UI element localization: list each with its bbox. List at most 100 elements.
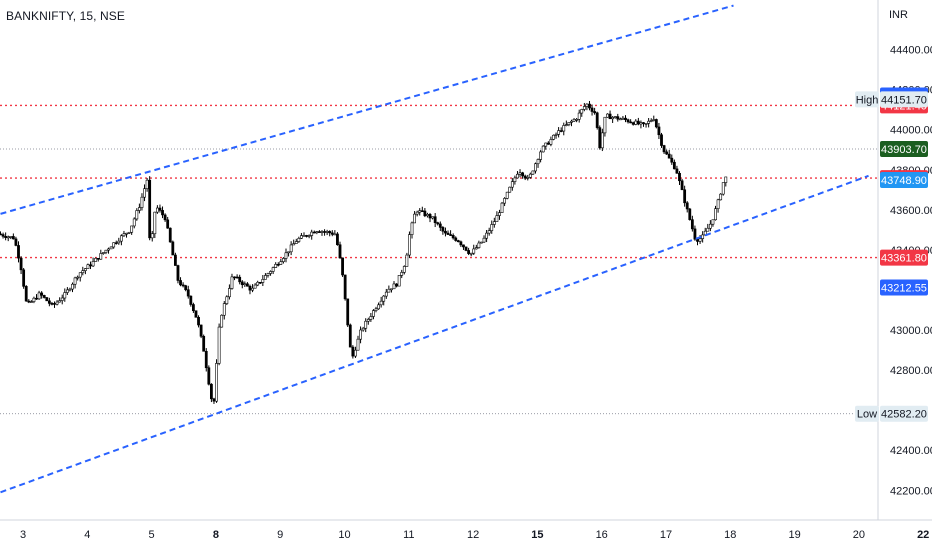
price-tag xyxy=(880,91,928,108)
candle-body xyxy=(559,130,563,132)
candle-body xyxy=(114,242,118,245)
candle-body xyxy=(302,235,306,237)
candle-series xyxy=(0,100,728,404)
candle-body xyxy=(163,214,167,221)
candle-body xyxy=(557,130,561,135)
candle-body xyxy=(68,288,72,291)
candle-body xyxy=(45,297,49,302)
candle-body xyxy=(516,173,519,179)
price-tag-text: 43748.90 xyxy=(881,175,927,187)
time-tick-label: 15 xyxy=(531,529,543,541)
candle-body xyxy=(590,107,594,112)
candle-body xyxy=(426,214,429,217)
candle-body xyxy=(541,145,545,153)
price-axis[interactable]: 44400.0044200.0044000.0043800.0043600.00… xyxy=(877,0,932,520)
candle-body xyxy=(415,211,419,215)
candle-body xyxy=(438,223,442,228)
candle-body xyxy=(233,276,236,279)
time-tick-label: 22 xyxy=(917,529,929,541)
candle-body xyxy=(207,367,211,385)
low-label: Low xyxy=(857,409,877,421)
candle-body xyxy=(212,398,216,402)
time-tick-label: 4 xyxy=(84,529,90,541)
candle-body xyxy=(55,301,59,305)
price-tick-label: 42800.00 xyxy=(890,365,932,377)
candle-body xyxy=(505,191,509,199)
candle-body xyxy=(595,112,599,128)
candle-body xyxy=(364,320,368,329)
candle-body xyxy=(546,142,550,145)
candle-body xyxy=(467,250,470,254)
time-tick-label: 11 xyxy=(403,529,414,541)
channel-lower-line[interactable] xyxy=(0,174,869,494)
candle-body xyxy=(125,232,128,235)
candle-body xyxy=(9,236,13,238)
candle-body xyxy=(78,272,82,278)
candle-body xyxy=(94,257,98,262)
candle-body xyxy=(480,241,483,244)
candle-body xyxy=(397,275,401,287)
candle-body xyxy=(436,222,440,225)
price-tick-label: 43600.00 xyxy=(890,205,932,217)
candle-body xyxy=(366,319,370,322)
time-tick-label: 19 xyxy=(788,529,800,541)
candle-body xyxy=(330,232,334,235)
candle-body xyxy=(47,300,51,304)
candle-body xyxy=(384,291,388,297)
candle-body xyxy=(544,142,548,147)
candle-body xyxy=(173,254,177,266)
candle-body xyxy=(672,161,676,170)
candle-body xyxy=(449,234,452,236)
candle-body xyxy=(531,170,535,175)
level-price-tag xyxy=(880,405,928,422)
candle-body xyxy=(117,240,121,244)
candle-body xyxy=(127,231,131,234)
candle-body xyxy=(685,202,689,210)
candle-body xyxy=(248,285,252,291)
candle-body xyxy=(616,116,620,120)
time-tick-label: 17 xyxy=(660,529,672,541)
candle-body xyxy=(711,219,715,225)
candle-body xyxy=(189,295,193,305)
price-tick-label: 44400.00 xyxy=(890,45,932,57)
candle-body xyxy=(246,283,249,287)
candle-body xyxy=(626,119,630,123)
candle-body xyxy=(209,383,213,400)
candle-body xyxy=(253,284,257,289)
candle-body xyxy=(575,119,579,121)
time-tick-label: 5 xyxy=(149,529,155,541)
candle-body xyxy=(410,222,414,235)
time-axis[interactable]: 3 4 5 8 9 10 11 12 15 16 17 18 19 20 22 xyxy=(0,519,932,541)
candle-body xyxy=(642,122,645,125)
candle-body xyxy=(377,304,380,310)
candle-body xyxy=(310,231,314,236)
candle-body xyxy=(603,116,607,134)
candle-body xyxy=(315,231,319,234)
level-price-tag xyxy=(880,141,928,158)
candle-body xyxy=(11,236,15,240)
candle-body xyxy=(696,238,699,242)
candle-body xyxy=(328,231,332,234)
candle-body xyxy=(181,284,185,287)
candle-body xyxy=(585,103,589,107)
candle-body xyxy=(698,238,702,242)
trend-channel[interactable] xyxy=(0,4,869,494)
candle-body xyxy=(101,252,105,254)
candle-body xyxy=(618,118,622,121)
price-tick-label: 42200.00 xyxy=(890,485,932,497)
channel-upper-line[interactable] xyxy=(0,4,734,215)
candle-body xyxy=(667,153,671,159)
price-tick-label: 44000.00 xyxy=(890,125,932,137)
candle-body xyxy=(521,172,525,177)
time-tick-label: 16 xyxy=(596,529,608,541)
candle-body xyxy=(665,151,669,155)
candle-body xyxy=(199,324,203,337)
candle-body xyxy=(312,231,316,234)
candle-body xyxy=(179,280,182,286)
candle-body xyxy=(348,324,352,348)
candle-body xyxy=(42,295,46,298)
candle-body xyxy=(271,267,275,272)
candle-body xyxy=(292,243,296,246)
candle-body xyxy=(0,233,2,236)
